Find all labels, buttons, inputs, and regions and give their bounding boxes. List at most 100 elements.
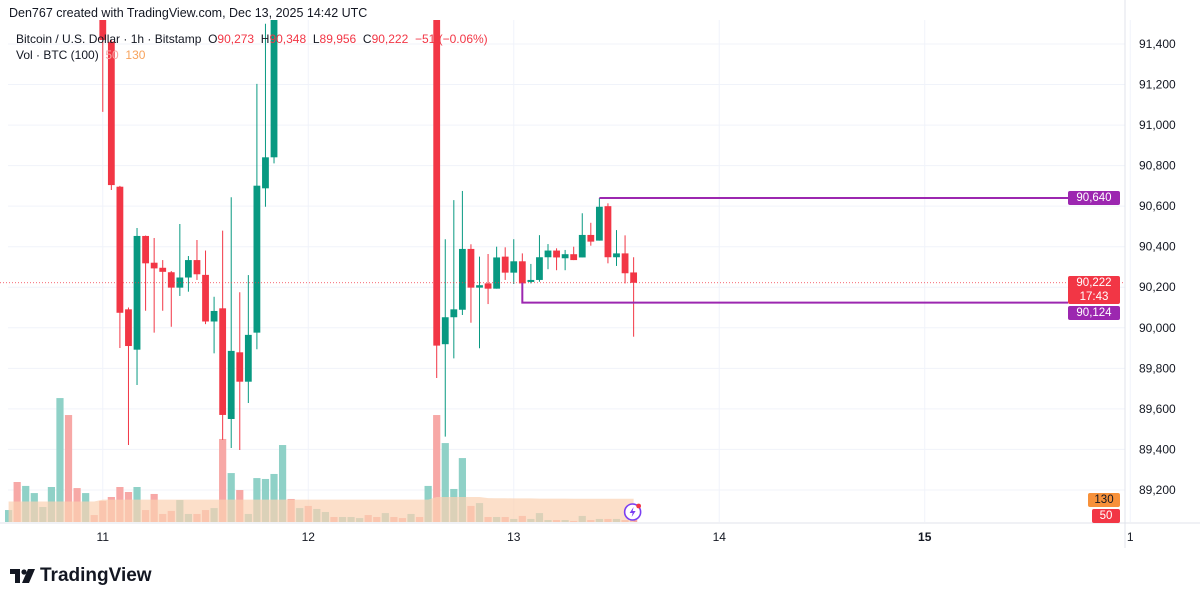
level-tag-lower-text: 90,124 [1076,306,1112,319]
candle-body [501,256,509,273]
candle-body [433,20,441,346]
volume-bar [441,443,449,522]
candle-body [450,309,458,318]
candle-body [630,272,638,283]
logo-text: TradingView [40,565,152,586]
x-tick-label: 1 [1127,530,1134,544]
x-tick-label: 11 [97,530,110,544]
price-chart[interactable]: 91,400 91,200 91,000 90,800 90,600 90,400 90,2… [0,0,1200,560]
candle-body [458,248,466,310]
symbol-title: Bitcoin / U.S. Dollar · 1h · Bitstamp [16,32,202,46]
last-price-tag: 90,222 17:43 [1068,275,1120,304]
volume-tag: 50 [1092,508,1120,523]
candle-body [536,257,543,280]
volume-title: Vol · BTC (100) [16,48,99,62]
candle-body [518,261,526,284]
y-tick-label: 90,200 [1139,280,1176,294]
y-tick-label: 89,600 [1139,402,1176,416]
volume-bar [219,438,227,522]
high-value: 90,348 [269,32,307,46]
high-label: H [260,32,270,46]
volume-ma-tag: 130 [1088,492,1120,507]
candle-body [621,253,629,274]
last-price-text: 90,222 [1076,276,1112,289]
candle-body [99,20,107,40]
volume-ma-value: 130 [125,48,146,62]
candle-body [202,274,209,322]
candle-body [493,257,501,289]
candle-body [561,254,569,259]
tradingview-logo[interactable]: TradingView [10,565,152,587]
open-label: O [208,32,218,46]
level-tag-upper-text: 90,640 [1076,192,1112,205]
candle-body [484,283,492,289]
x-tick-label: 15 [918,530,932,544]
candle-body [227,350,235,419]
candle-body [167,272,175,288]
close-value: 90,222 [371,32,409,46]
volume-ma-area [8,497,634,522]
candle-body [176,277,184,288]
volume-legend[interactable]: Vol · BTC (100) 50 130 [16,47,488,63]
y-tick-label: 89,800 [1139,361,1176,375]
lightning-icon[interactable] [623,503,642,521]
candle-body [527,279,535,282]
volume-bar [433,415,441,522]
candle-body [133,235,141,350]
x-tick-label: 12 [302,530,316,544]
y-tick-label: 89,200 [1139,483,1176,497]
candle-body [467,248,475,288]
candle-body [262,157,269,189]
candle-body [150,262,158,269]
y-tick-label: 90,000 [1139,321,1176,335]
volume-bar [278,445,287,522]
volume-ma-tag-text: 130 [1094,493,1114,506]
candle-body [510,261,518,273]
candle-body [587,234,595,242]
low-value: 89,956 [319,32,357,46]
low-label: L [312,32,320,46]
chart-credit: Den767 created with TradingView.com, Dec… [9,6,368,20]
y-tick-label: 90,600 [1139,199,1176,213]
x-tick-label: 13 [507,530,521,544]
volume-bar [270,473,278,522]
candle-body [476,285,483,288]
candle-body [613,253,620,258]
candle-body [159,267,167,272]
y-tick-label: 91,000 [1139,118,1176,132]
chart-legend: Bitcoin / U.S. Dollar · 1h · Bitstamp O9… [16,31,488,63]
notification-dot [636,503,642,509]
y-tick-label: 89,400 [1139,442,1176,456]
candle-body [270,20,278,158]
candle-body [219,308,227,415]
level-tag-upper: 90,640 [1068,191,1120,206]
candle-body [441,317,449,345]
candle-body [142,235,149,264]
y-tick-label: 91,200 [1139,78,1176,92]
candle-body [553,250,560,258]
candle-body [116,186,124,313]
y-tick-label: 91,400 [1139,37,1176,51]
candle-body [244,334,252,382]
candle-body [125,309,132,347]
candle-body [210,310,218,322]
open-value: 90,273 [217,32,255,46]
candle-body [578,234,586,258]
candle-body [236,352,244,382]
support-line [521,282,1068,304]
x-tick-label: 14 [713,530,727,544]
volume-bar [227,473,235,522]
candle-body [253,185,261,333]
close-label: C [362,32,372,46]
candle-body [193,260,201,275]
y-tick-label: 90,800 [1139,159,1176,173]
candle-body [107,41,115,186]
level-tag-lower: 90,124 [1068,305,1120,320]
y-tick-label: 90,400 [1139,240,1176,254]
volume-bar [64,415,73,522]
volume-tag-text: 50 [1099,509,1113,522]
candle-body [570,254,578,261]
change-value: −51 (−0.06%) [414,32,488,46]
price-legend[interactable]: Bitcoin / U.S. Dollar · 1h · Bitstamp O9… [16,31,488,47]
candle-body [604,206,612,258]
